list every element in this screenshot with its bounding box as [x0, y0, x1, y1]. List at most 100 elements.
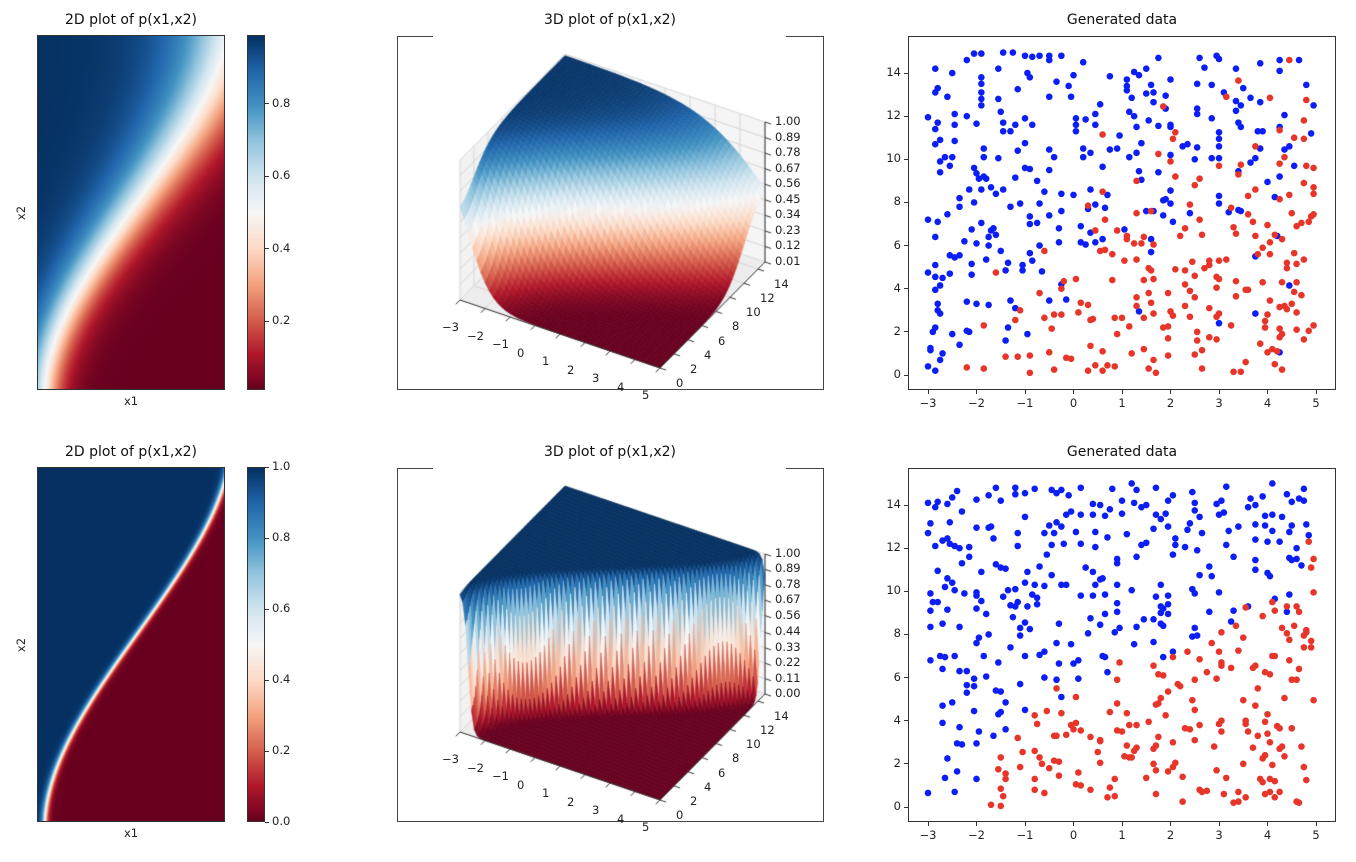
scatter-point-blue — [939, 665, 946, 673]
scatter-point-blue — [1164, 592, 1172, 599]
scatter-point-blue — [1016, 624, 1024, 632]
scatter-point-red — [1271, 777, 1279, 785]
scatter-point-blue — [956, 341, 963, 349]
scatter-point-blue — [1215, 192, 1223, 200]
scatter-point-red — [1298, 291, 1305, 299]
surface-z-tick-label: 0.23 — [775, 222, 801, 237]
surface-z-tick-label: 0.22 — [775, 655, 801, 670]
scatter-point-red — [1201, 264, 1208, 272]
surface-x-tick-label: 3 — [592, 371, 600, 385]
scatter-point-blue — [1012, 585, 1019, 593]
scatter-point-red — [1116, 659, 1123, 666]
scatter-point-blue — [936, 168, 944, 176]
scatter-point-blue — [1259, 127, 1266, 135]
scatter-x-tick — [1218, 390, 1220, 394]
scatter-point-blue — [1082, 564, 1089, 571]
surface-x-tick-label: −3 — [442, 752, 459, 766]
scatter-point-blue — [973, 592, 980, 599]
scatter-point-blue — [1072, 121, 1080, 129]
scatter-point-red — [1031, 775, 1038, 783]
scatter-point-red — [1169, 653, 1177, 661]
scatter-point-blue — [970, 164, 978, 172]
scatter-point-blue — [939, 274, 946, 282]
scatter-point-blue — [1269, 511, 1276, 519]
scatter-point-blue — [961, 590, 968, 597]
scatter-point-red — [999, 792, 1007, 800]
scatter-point-red — [1014, 734, 1022, 742]
scatter-point-blue — [1237, 123, 1245, 131]
scatter-point-blue — [1252, 154, 1259, 162]
scatter-point-red — [1121, 257, 1128, 264]
scatter-point-blue — [1150, 616, 1157, 623]
scatter-point-red — [1053, 685, 1060, 692]
scatter-point-red — [1113, 227, 1121, 234]
scatter-point-red — [1145, 718, 1152, 726]
scatter-point-blue — [1002, 565, 1009, 572]
scatter-point-red — [1164, 323, 1172, 330]
scatter-point-blue — [931, 125, 939, 133]
scatter-point-red — [1089, 315, 1097, 323]
scatter-point-red — [1123, 235, 1131, 243]
scatter-point-blue — [1079, 58, 1087, 66]
scatter-point-red — [1130, 240, 1138, 247]
scatter-y-tick — [904, 245, 908, 247]
scatter-point-red — [1133, 256, 1140, 263]
scatter-point-blue — [1089, 592, 1097, 599]
scatter-point-red — [1104, 793, 1111, 801]
scatter-point-blue — [934, 598, 941, 606]
scatter-point-blue — [997, 108, 1005, 116]
heatmap-image — [37, 35, 225, 390]
colorbar-tick-label: 1.0 — [272, 459, 291, 473]
scatter-point-red — [1237, 161, 1245, 168]
scatter-point-blue — [1142, 207, 1150, 215]
scatter-point-blue — [1014, 598, 1022, 606]
scatter-point-blue — [1101, 610, 1109, 618]
scatter-point-blue — [999, 49, 1007, 56]
scatter-point-blue — [1038, 268, 1046, 275]
scatter-point-blue — [939, 719, 946, 727]
heatmap-image — [37, 467, 225, 822]
scatter-x-tick — [1170, 822, 1171, 826]
scatter-point-blue — [1276, 538, 1283, 545]
scatter-point-blue — [992, 190, 1000, 198]
scatter-point-red — [1283, 305, 1291, 313]
scatter-x-tick — [1073, 822, 1074, 826]
scatter-point-blue — [1244, 503, 1252, 511]
scatter-point-red — [1300, 256, 1308, 263]
scatter-point-blue — [1196, 513, 1203, 521]
scatter-point-blue — [951, 788, 958, 796]
surface-y-tick-label: 6 — [718, 765, 726, 780]
scatter-point-blue — [1232, 107, 1240, 115]
scatter-point-red — [1164, 335, 1172, 342]
scatter-point-red — [1283, 264, 1291, 272]
scatter-point-blue — [1055, 239, 1063, 246]
scatter-point-blue — [1077, 511, 1085, 519]
scatter-point-red — [1045, 349, 1053, 356]
scatter-point-red — [1222, 256, 1230, 263]
scatter-point-red — [1140, 233, 1148, 241]
scatter-point-blue — [965, 186, 973, 193]
scatter-point-red — [1276, 126, 1283, 134]
scatter-point-blue — [995, 659, 1002, 666]
scatter-y-tick — [904, 201, 908, 203]
surface-x-tick-label: 1 — [542, 354, 550, 368]
scatter-point-blue — [1021, 115, 1029, 122]
scatter-point-blue — [1252, 501, 1259, 509]
scatter-point-blue — [1162, 92, 1169, 99]
scatter-point-blue — [1164, 523, 1172, 530]
scatter-point-blue — [1007, 127, 1014, 135]
scatter-point-red — [1242, 358, 1249, 366]
scatter-point-blue — [973, 605, 980, 612]
scatter-point-blue — [1310, 102, 1317, 109]
scatter-point-blue — [946, 162, 954, 170]
scatter-point-blue — [978, 80, 985, 88]
surface-y-tick-label: 14 — [774, 709, 789, 724]
scatter-point-blue — [1135, 308, 1143, 315]
scatter-point-blue — [968, 271, 975, 278]
scatter-point-blue — [973, 775, 980, 783]
scatter-point-red — [1133, 209, 1140, 217]
scatter-point-red — [1235, 171, 1242, 178]
scatter-point-blue — [1028, 591, 1036, 598]
scatter-point-blue — [1092, 543, 1099, 551]
scatter-point-red — [1150, 760, 1157, 768]
